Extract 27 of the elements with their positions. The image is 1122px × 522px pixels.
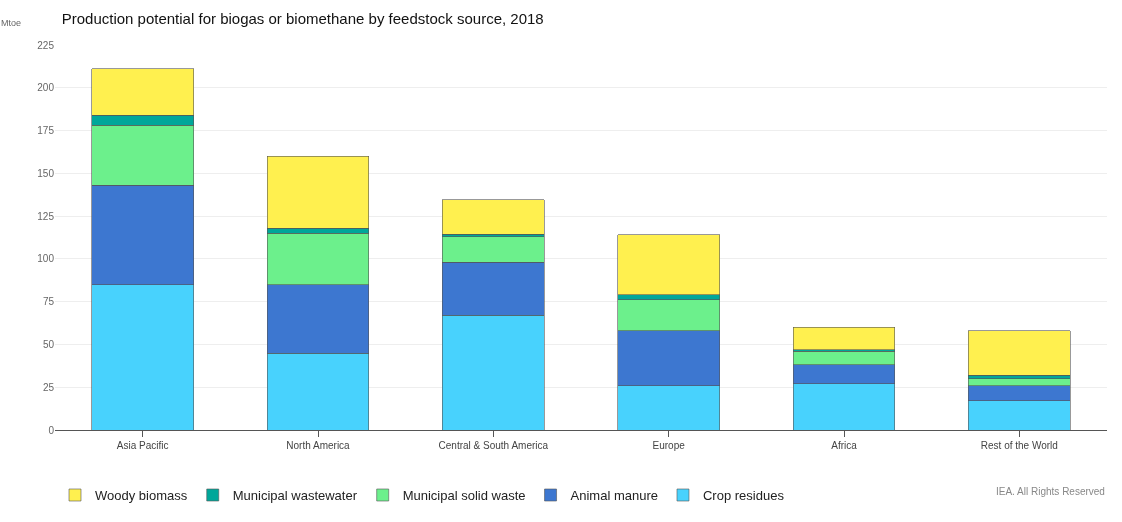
legend-label: Municipal solid waste (402, 488, 526, 504)
legend-label: Animal manure (570, 488, 658, 504)
x-tick-label: Europe (652, 440, 686, 451)
y-tick-label: 0 (48, 424, 55, 436)
y-tick-label: 200 (37, 82, 55, 94)
legend-label: Municipal wastewater (232, 488, 358, 504)
legend-label: Crop residues (702, 488, 785, 504)
y-tick-label: 75 (42, 296, 55, 308)
chart-title: Production potential for biogas or biomethane by feedstock source, 2018 (61, 9, 544, 27)
text: IEA. All Rights Reserved (996, 486, 1105, 497)
bar (968, 330, 1071, 376)
y-tick-label: 150 (37, 167, 55, 179)
y-tick-label: 125 (37, 210, 55, 222)
bar (442, 199, 545, 235)
x-tick-label: North America (286, 440, 351, 451)
y-tick-label: 225 (37, 39, 55, 51)
x-tick-label: Rest of the World (980, 440, 1058, 451)
y-axis-title: Mtoe (1, 18, 22, 28)
y-tick-label: 100 (37, 253, 55, 265)
y-tick-label: 25 (42, 381, 55, 393)
y-tick-label: 175 (37, 125, 55, 137)
bar (792, 327, 896, 350)
x-tick-label: Africa (831, 440, 858, 451)
legend-label: Woody biomass (95, 488, 188, 504)
x-tick-label: Asia Pacific (116, 440, 169, 451)
y-tick-label: 50 (42, 338, 55, 350)
x-tick-label: Central & South America (438, 440, 549, 451)
